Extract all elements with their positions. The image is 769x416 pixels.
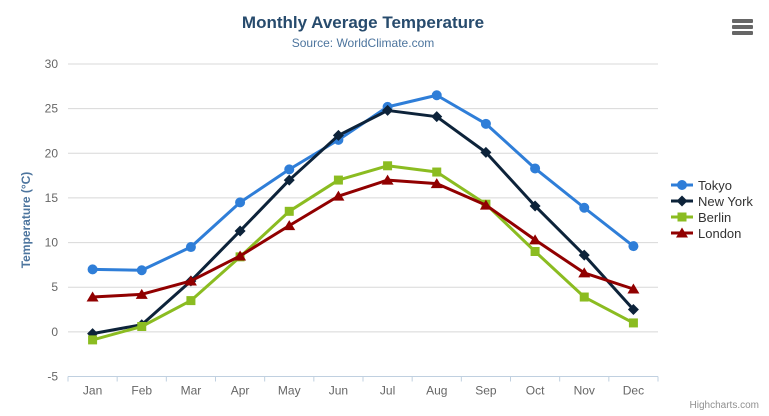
series-london-point[interactable]	[430, 178, 443, 189]
series-berlin-point[interactable]	[88, 335, 98, 345]
series-tokyo-point[interactable]	[628, 241, 639, 252]
y-axis-label: -5	[47, 370, 58, 384]
series-new-york-point[interactable]	[382, 104, 394, 116]
y-axis-label: 20	[45, 146, 59, 160]
series-london-point[interactable]	[135, 288, 148, 299]
series-tokyo-point[interactable]	[579, 202, 590, 213]
diamond-marker-icon	[671, 195, 693, 207]
hamburger-icon	[732, 19, 753, 35]
series-berlin-point[interactable]	[530, 247, 540, 256]
x-axis-label: Sep	[475, 384, 497, 398]
y-axis-label: 10	[45, 236, 59, 250]
legend-marker	[676, 195, 688, 207]
series-new-york-point[interactable]	[332, 129, 344, 141]
square-marker-icon	[671, 212, 693, 222]
series-london-line	[91, 178, 635, 299]
series-new-york-point[interactable]	[283, 174, 295, 186]
x-axis-label: Mar	[181, 384, 202, 398]
series-london-point[interactable]	[283, 220, 296, 231]
chart-title: Monthly Average Temperature	[241, 13, 485, 32]
legend-label: Berlin	[698, 209, 732, 225]
series-tokyo-point[interactable]	[235, 197, 246, 208]
y-axis-label: 25	[45, 102, 59, 116]
y-axis-label: 0	[51, 325, 58, 339]
series-london-point[interactable]	[381, 174, 394, 185]
series-tokyo-point[interactable]	[480, 118, 491, 129]
series-berlin-point[interactable]	[628, 318, 638, 328]
series-tokyo-point[interactable]	[284, 164, 295, 175]
series-berlin-point[interactable]	[186, 296, 196, 306]
series-tokyo-point[interactable]	[431, 90, 442, 101]
triangle-marker-icon	[671, 227, 693, 238]
series-tokyo-point[interactable]	[530, 163, 541, 174]
x-axis-label: Jan	[83, 384, 102, 398]
legend-item-tokyo[interactable]: Tokyo	[671, 177, 753, 193]
x-axis-label: Dec	[623, 384, 644, 398]
legend-marker	[676, 227, 688, 238]
legend: Tokyo New York Berlin London	[671, 177, 753, 241]
series-berlin-point[interactable]	[333, 175, 343, 185]
series-berlin-point[interactable]	[284, 206, 294, 216]
series-new-york-point[interactable]	[627, 304, 639, 316]
series-new-york-point[interactable]	[480, 146, 492, 158]
legend-marker	[677, 180, 687, 190]
legend-label: New York	[698, 193, 753, 209]
series-new-york-point[interactable]	[431, 111, 443, 123]
series-new-york-point[interactable]	[578, 249, 590, 261]
legend-marker	[677, 212, 687, 222]
legend-item-london[interactable]: London	[671, 225, 753, 241]
series-london-point[interactable]	[479, 199, 492, 210]
legend-label: London	[698, 225, 742, 241]
series-new-york-point[interactable]	[234, 225, 246, 237]
series-new-york-point[interactable]	[529, 200, 541, 212]
x-axis-label: Aug	[426, 384, 447, 398]
series-new-york	[87, 104, 639, 340]
y-axis-label: 5	[51, 280, 58, 294]
legend-label: Tokyo	[698, 177, 732, 193]
x-axis-label: Nov	[574, 384, 595, 398]
series-tokyo	[87, 90, 639, 276]
y-axis-label: 15	[45, 191, 59, 205]
x-axis-label: Oct	[526, 384, 545, 398]
x-axis-label: May	[278, 384, 301, 398]
x-axis-label: Apr	[231, 384, 250, 398]
x-axis-label: Feb	[131, 384, 152, 398]
series-london-point[interactable]	[627, 283, 640, 294]
series-london	[86, 174, 640, 302]
series-london-point[interactable]	[86, 291, 99, 302]
legend-item-berlin[interactable]: Berlin	[671, 209, 753, 225]
series-tokyo-point[interactable]	[185, 242, 196, 253]
series-london-point[interactable]	[234, 250, 247, 261]
series-tokyo-point[interactable]	[87, 264, 98, 275]
y-axis-label: 30	[45, 57, 59, 71]
series-berlin-point[interactable]	[432, 167, 442, 177]
series-london-point[interactable]	[529, 234, 542, 245]
x-axis-label: Jul	[380, 384, 395, 398]
series-berlin-point[interactable]	[137, 322, 147, 331]
legend-item-new-york[interactable]: New York	[671, 193, 753, 209]
series-berlin-point[interactable]	[579, 292, 589, 302]
y-axis-title: Temperature (°C)	[19, 171, 33, 269]
series-london-point[interactable]	[332, 190, 345, 201]
series-new-york-line	[91, 108, 635, 336]
series-berlin-point[interactable]	[383, 161, 393, 171]
series-tokyo-point[interactable]	[136, 265, 147, 276]
series-london-point[interactable]	[184, 275, 197, 286]
series-berlin-line	[91, 164, 635, 342]
credits-link[interactable]: Highcharts.com	[689, 400, 759, 411]
series-london-point[interactable]	[578, 267, 591, 278]
context-menu-button[interactable]	[729, 14, 756, 40]
chart-subtitle: Source: WorldClimate.com	[291, 36, 435, 50]
circle-marker-icon	[671, 180, 693, 190]
x-axis-label: Jun	[329, 384, 348, 398]
